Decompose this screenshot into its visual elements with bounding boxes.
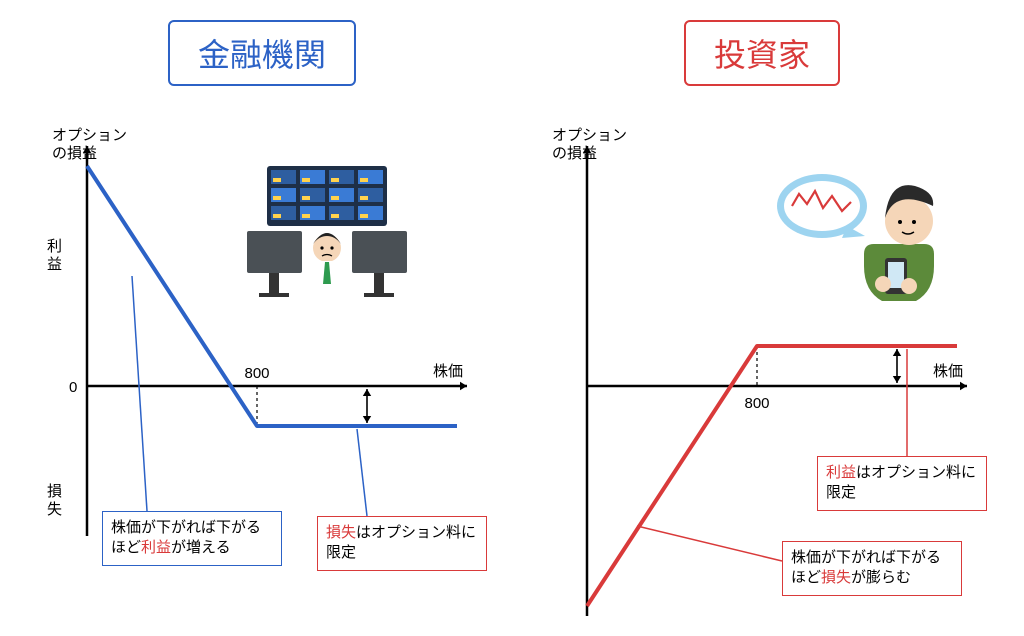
svg-text:失: 失 — [47, 501, 62, 518]
left-title-box: 金融機関 — [168, 20, 356, 86]
svg-text:800: 800 — [744, 395, 769, 412]
svg-text:益: 益 — [47, 256, 62, 273]
svg-text:の損益: の損益 — [552, 145, 597, 162]
svg-text:800: 800 — [244, 365, 269, 382]
svg-text:オプション: オプション — [52, 127, 127, 144]
svg-text:0: 0 — [69, 379, 77, 396]
svg-text:オプション: オプション — [552, 127, 627, 144]
svg-text:の損益: の損益 — [52, 145, 97, 162]
right-panel: 投資家 オプションの損益株価 800 利益はオプション料に限定株価が下がれば下がる… — [527, 20, 997, 596]
right-chart-area: オプションの損益株価 800 利益はオプション料に限定株価が下がれば下がるほど損失… — [527, 116, 997, 596]
left-annotation-0: 株価が下がれば下がるほど利益が増える — [102, 511, 282, 566]
left-annotation-1: 損失はオプション料に限定 — [317, 516, 487, 571]
svg-text:損: 損 — [47, 483, 62, 500]
svg-text:株価: 株価 — [433, 363, 463, 380]
right-annotation-1: 株価が下がれば下がるほど損失が膨らむ — [782, 541, 962, 596]
right-title-box: 投資家 — [684, 20, 840, 86]
right-annotation-0: 利益はオプション料に限定 — [817, 456, 987, 511]
svg-text:利: 利 — [47, 238, 62, 255]
left-chart-area: オプションの損益株価 0 利益損失 800 株価が下がれば下がるほど利益が増える損失は… — [27, 116, 497, 596]
svg-text:株価: 株価 — [933, 363, 963, 380]
left-panel: 金融機関 オプションの損益株価 0 利益損失 800 株価が下がれば下がるほど利益が増… — [27, 20, 497, 596]
diagram-container: 金融機関 オプションの損益株価0利益損失800 株価が下がれば下がるほど利益が増… — [20, 20, 1004, 596]
